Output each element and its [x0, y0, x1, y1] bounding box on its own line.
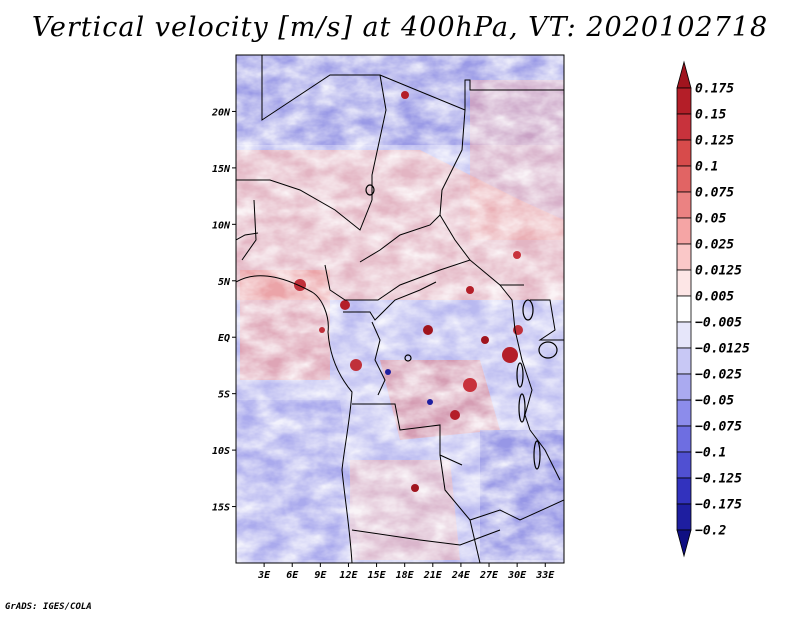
colorbar-swatch [676, 451, 692, 479]
x-tick-label: 27E [479, 570, 499, 581]
colorbar-swatch [676, 87, 692, 115]
y-tick-label: 15N [212, 164, 231, 175]
x-tick-label: 33E [535, 570, 555, 581]
x-tick-label: 30E [507, 570, 527, 581]
colorbar-swatch [676, 477, 692, 505]
colorbar-swatch [676, 217, 692, 245]
y-tick-label: 5N [218, 277, 231, 288]
field-texture [236, 55, 564, 563]
colorbar-swatch [676, 191, 692, 219]
x-tick-label: 9E [314, 570, 327, 581]
x-tick-label: 6E [286, 570, 299, 581]
map-plot-area [236, 55, 564, 563]
x-tick-label: 12E [339, 570, 358, 581]
colorbar-label: 0.0125 [695, 264, 742, 279]
x-axis: 3E 6E 9E 12E 15E 18E 21E 24E 27E 30E 33E [257, 563, 555, 581]
colorbar-swatch [676, 295, 692, 323]
colorbar-arrow-top [676, 60, 692, 89]
y-tick-label: 15S [212, 503, 230, 514]
colorbar-swatch [676, 373, 692, 401]
colorbar: 0.175 0.15 0.125 0.1 0.075 0.05 0.025 0.0125 0.0… [676, 60, 750, 558]
colorbar-swatch [676, 399, 692, 427]
colorbar-swatch [676, 165, 692, 193]
colorbar-label: 0.15 [695, 108, 726, 123]
colorbar-label: −0.1 [695, 446, 726, 461]
x-tick-label: 21E [423, 570, 443, 581]
y-tick-label: 5S [218, 390, 230, 401]
colorbar-label: −0.05 [695, 394, 734, 409]
colorbar-label: −0.2 [695, 524, 726, 539]
chart-title: Vertical velocity [m/s] at 400hPa, VT: 2… [31, 12, 769, 43]
plot-frame [235, 54, 565, 564]
colorbar-label: −0.005 [695, 316, 742, 331]
x-tick-label: 18E [396, 570, 415, 581]
x-tick-label: 24E [451, 570, 471, 581]
x-tick-label: 3E [257, 570, 271, 581]
colorbar-label: −0.075 [695, 420, 742, 435]
colorbar-swatch [676, 321, 692, 349]
political-borders [236, 55, 564, 563]
y-tick-label: 20N [211, 107, 231, 118]
colorbar-label: 0.05 [695, 212, 726, 227]
x-tick-label: 15E [368, 570, 387, 581]
grads-credit: GrADS: IGES/COLA [5, 602, 92, 612]
colorbar-arrow-bottom [676, 529, 692, 558]
colorbar-label: −0.175 [695, 498, 742, 513]
y-tick-label: 10S [212, 446, 230, 457]
convective-cells [294, 91, 523, 492]
colorbar-swatch [676, 503, 692, 531]
y-tick-label: 10N [212, 220, 231, 231]
colorbar-label: −0.0125 [695, 342, 750, 357]
colorbar-swatch [676, 347, 692, 375]
colorbar-swatch [676, 425, 692, 453]
lakes [365, 184, 558, 470]
colorbar-swatch [676, 139, 692, 167]
colorbar-swatch [676, 113, 692, 141]
colorbar-label: 0.075 [695, 186, 734, 201]
colorbar-label: 0.005 [695, 290, 734, 305]
y-tick-label: EQ [218, 333, 230, 344]
colorbar-label: 0.025 [695, 238, 734, 253]
colorbar-label: 0.125 [695, 134, 734, 149]
colorbar-label: −0.025 [695, 368, 742, 383]
colorbar-label: 0.175 [695, 82, 734, 97]
colorbar-swatch [676, 243, 692, 271]
colorbar-label: 0.1 [695, 160, 718, 175]
y-axis: 20N 15N 10N 5N EQ 5S 10S 15S [211, 107, 236, 514]
colorbar-label: −0.125 [695, 472, 742, 487]
colorbar-swatch [676, 269, 692, 297]
